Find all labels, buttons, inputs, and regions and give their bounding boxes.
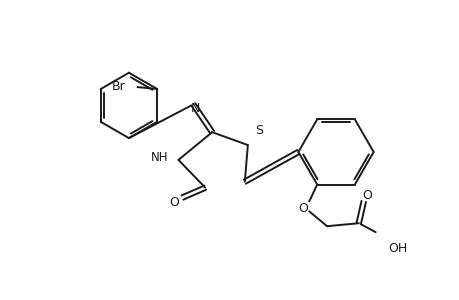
Text: S: S (254, 124, 262, 137)
Text: N: N (190, 102, 200, 115)
Text: O: O (298, 202, 308, 215)
Text: O: O (169, 196, 179, 209)
Text: O: O (361, 189, 371, 202)
Text: NH: NH (151, 152, 168, 164)
Text: Br: Br (112, 80, 125, 93)
Text: OH: OH (388, 242, 407, 255)
